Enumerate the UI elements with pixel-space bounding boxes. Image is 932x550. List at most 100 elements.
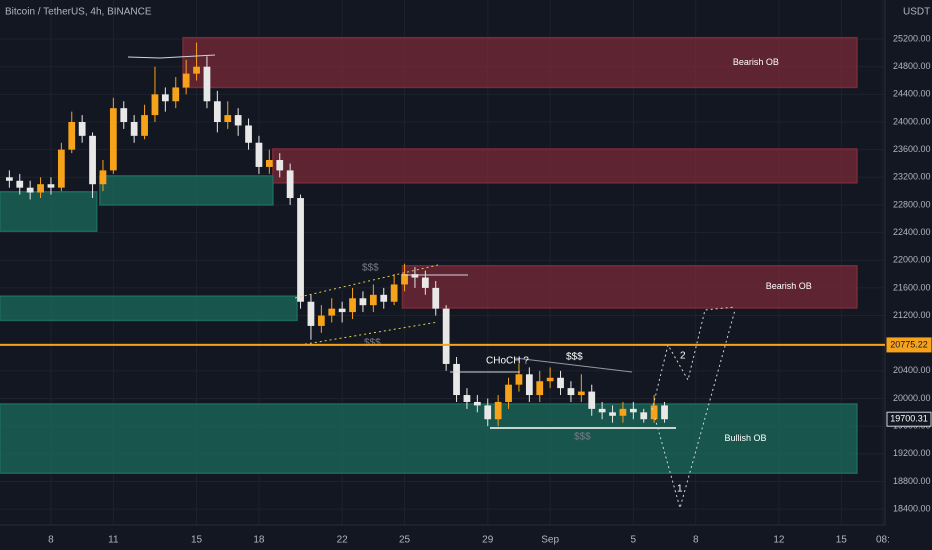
candle-body	[598, 408, 606, 413]
price-tag	[886, 411, 932, 427]
candle-body	[307, 301, 315, 326]
zone	[182, 36, 858, 89]
x-tick-label: 15	[191, 535, 203, 546]
candle-body	[453, 363, 460, 396]
candle-body	[588, 391, 596, 409]
y-unit: USDT	[903, 7, 930, 18]
candle-body	[297, 198, 304, 302]
candle-body	[505, 384, 512, 402]
x-tick-label: 8	[48, 535, 54, 546]
candle-body	[203, 66, 211, 102]
candle-body	[661, 405, 668, 420]
candle-body	[463, 395, 471, 402]
y-tick-label: 24400.00	[893, 89, 931, 99]
candle-body	[546, 377, 554, 382]
candle-body	[120, 108, 128, 123]
candle-body	[421, 277, 429, 288]
candle-body	[47, 184, 55, 188]
candle-body	[484, 405, 492, 420]
zone	[0, 403, 858, 474]
candle-body	[494, 401, 502, 420]
candle-body	[629, 408, 637, 413]
candle-body	[16, 180, 24, 188]
price-axis	[885, 0, 932, 550]
candle-body	[255, 142, 263, 167]
drawings	[127, 54, 736, 510]
candle-body	[172, 87, 180, 102]
candle-body	[276, 160, 284, 171]
candle-body	[619, 408, 627, 416]
candle-body	[432, 287, 440, 309]
candle-body	[401, 274, 408, 285]
channel-line	[299, 321, 439, 346]
y-tick-label: 23200.00	[893, 172, 931, 182]
candle-body	[224, 115, 232, 123]
x-tick-label: 18	[253, 535, 265, 546]
price-tag-label: 19700.31	[890, 414, 928, 424]
annotation: 2	[680, 351, 686, 362]
candle-body	[78, 122, 86, 136]
candle-body	[609, 412, 616, 416]
candle-body	[161, 94, 169, 102]
y-tick-label: 20000.00	[893, 393, 931, 403]
candle-body	[26, 187, 34, 193]
y-tick-label: 22800.00	[893, 199, 931, 209]
candle-body	[234, 115, 242, 126]
zone	[0, 191, 98, 232]
trend-line	[514, 357, 633, 373]
y-tick-label: 18800.00	[893, 476, 931, 486]
candle-body	[650, 405, 658, 420]
x-tick-label: Sep	[541, 535, 559, 546]
annotation: $$$	[362, 263, 379, 274]
y-tick-label: 24000.00	[893, 116, 931, 126]
y-tick-label: 18400.00	[893, 503, 931, 513]
x-tick-label: 11	[108, 535, 119, 546]
annotation: 1	[677, 484, 683, 495]
candle-body	[567, 388, 575, 396]
x-tick-label: 5	[631, 535, 637, 546]
candle-body	[213, 101, 221, 123]
y-tick-label: 20400.00	[893, 365, 931, 375]
candle-body	[525, 374, 533, 396]
x-tick-label: 8	[693, 535, 699, 546]
candle-body	[557, 377, 564, 389]
candle-body	[349, 298, 356, 313]
candle-body	[141, 115, 148, 136]
candle-body	[328, 308, 336, 316]
zone	[0, 295, 298, 322]
zone-label: Bearish OB	[766, 281, 812, 291]
candle-body	[130, 122, 138, 136]
candle-body	[151, 94, 159, 116]
drawing-line	[127, 54, 216, 59]
candle-body	[338, 308, 346, 313]
candle-body	[99, 170, 107, 185]
y-tick-label: 21200.00	[893, 310, 931, 320]
x-tick-label: 29	[482, 535, 494, 546]
candle-body	[359, 298, 367, 306]
candle-body	[380, 294, 388, 302]
candle-body	[89, 135, 96, 185]
price-tag-label: 20775.22	[890, 339, 928, 349]
zone	[99, 175, 274, 206]
candle-body	[182, 73, 190, 88]
projection	[654, 309, 736, 510]
y-tick-label: 19200.00	[893, 448, 931, 458]
candle-body	[317, 315, 325, 326]
candle-body	[286, 170, 294, 199]
candle-body	[473, 401, 481, 406]
candle-body	[37, 184, 44, 193]
annotation: $$$	[364, 338, 381, 349]
candle-body	[5, 177, 13, 181]
candle-body	[536, 381, 544, 396]
y-tick-label: 23600.00	[893, 144, 931, 154]
y-tick-label: 21600.00	[893, 282, 931, 292]
y-tick-label: 22000.00	[893, 255, 931, 265]
x-tick-label: 15	[836, 535, 848, 546]
zone-label: Bullish OB	[725, 433, 767, 443]
x-tick-label: 25	[399, 535, 411, 546]
y-tick-label: 24800.00	[893, 61, 931, 71]
candle-body	[193, 66, 200, 74]
candle-body	[369, 294, 377, 306]
candle-body	[68, 122, 76, 150]
